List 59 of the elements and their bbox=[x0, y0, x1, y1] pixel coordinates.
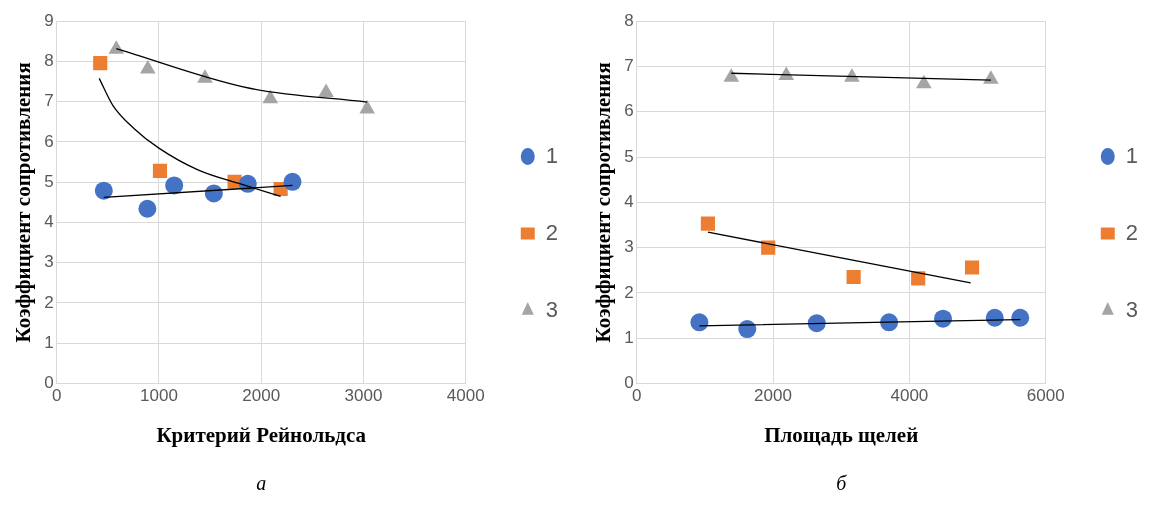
point bbox=[94, 181, 113, 200]
point bbox=[690, 313, 709, 332]
point bbox=[152, 163, 168, 178]
y-axis-title: Коэффициент сопротивления bbox=[591, 62, 616, 343]
point bbox=[723, 68, 740, 82]
legend-label: 2 bbox=[1125, 219, 1139, 245]
x-tick-label: 1000 bbox=[140, 386, 178, 406]
point bbox=[844, 68, 860, 82]
y-tick-label: 7 bbox=[44, 91, 54, 111]
x-tick-label: 2000 bbox=[754, 386, 792, 406]
legend-label: 3 bbox=[1125, 296, 1139, 322]
y-tick-label: 1 bbox=[44, 332, 54, 352]
x-tick-label: 3000 bbox=[344, 386, 383, 406]
point bbox=[807, 314, 826, 333]
y-tick-label: 3 bbox=[624, 237, 634, 257]
point bbox=[916, 74, 932, 89]
y-tick-label: 4 bbox=[624, 191, 634, 211]
legend-label: 1 bbox=[1125, 142, 1139, 168]
point bbox=[139, 60, 156, 74]
y-tick-label: 4 bbox=[44, 212, 54, 232]
legend-label: 1 bbox=[545, 142, 559, 168]
x-tick-label: 6000 bbox=[1026, 386, 1065, 406]
y-axis-title: Коэффициент сопротивления bbox=[11, 62, 36, 343]
point bbox=[262, 89, 279, 104]
point bbox=[283, 172, 302, 191]
point bbox=[983, 70, 999, 84]
x-tick-label: 2000 bbox=[242, 386, 281, 406]
point bbox=[1011, 308, 1030, 327]
point bbox=[778, 66, 795, 81]
x-tick-label: 4000 bbox=[446, 386, 485, 406]
point bbox=[700, 216, 715, 231]
point bbox=[138, 199, 157, 218]
y-tick-label: 5 bbox=[624, 146, 634, 166]
point bbox=[359, 99, 375, 114]
y-tick-label: 9 bbox=[44, 10, 54, 30]
y-tick-label: 0 bbox=[44, 373, 54, 393]
legend-label: 2 bbox=[545, 219, 559, 245]
text: б bbox=[836, 472, 848, 494]
point bbox=[964, 260, 980, 275]
y-tick-label: 5 bbox=[44, 171, 54, 191]
y-tick-label: 2 bbox=[44, 292, 54, 312]
legend-label: 3 bbox=[545, 296, 559, 322]
text: а bbox=[256, 472, 267, 494]
point bbox=[846, 269, 861, 285]
y-tick-label: 8 bbox=[624, 10, 634, 30]
point bbox=[165, 176, 184, 195]
y-tick-label: 7 bbox=[624, 56, 634, 76]
y-tick-label: 6 bbox=[44, 131, 54, 151]
y-tick-label: 8 bbox=[44, 51, 54, 71]
x-axis-title: Критерий Рейнольдса bbox=[156, 422, 367, 447]
x-axis-title: Площадь щелей bbox=[764, 422, 919, 447]
y-tick-label: 2 bbox=[624, 282, 634, 302]
x-tick-label: 4000 bbox=[890, 386, 929, 406]
y-tick-label: 1 bbox=[624, 327, 634, 347]
y-tick-label: 6 bbox=[624, 101, 634, 121]
y-tick-label: 0 bbox=[624, 373, 634, 393]
y-tick-label: 3 bbox=[44, 252, 54, 272]
point bbox=[108, 40, 125, 54]
point bbox=[318, 83, 334, 97]
